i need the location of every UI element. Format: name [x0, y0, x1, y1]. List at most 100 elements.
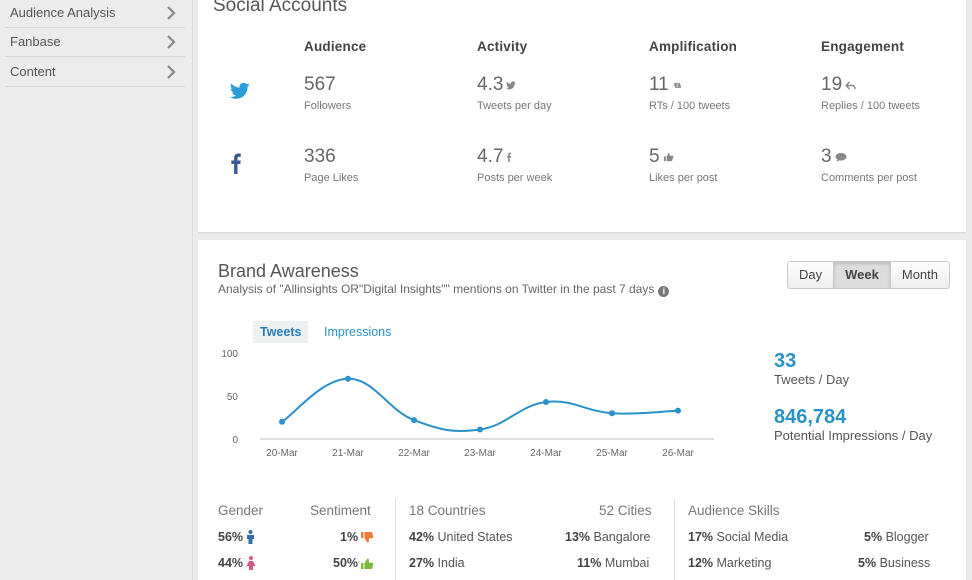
chevron-right-icon: [167, 65, 176, 79]
subtitle-text: Analysis of "Allinsights OR"Digital Insi…: [218, 282, 655, 296]
twitter-engagement-metric: 19: [821, 74, 856, 96]
x-tick-label: 24-Mar: [530, 448, 562, 459]
twitter-engagement-value: 19: [821, 74, 843, 95]
tab-impressions[interactable]: Impressions: [324, 325, 392, 339]
y-tick-label: 50: [227, 392, 239, 403]
range-week-button[interactable]: Week: [834, 262, 891, 288]
info-icon[interactable]: i: [658, 286, 670, 297]
data-point: [609, 410, 615, 417]
chevron-right-icon: [167, 35, 176, 49]
countries-heading: 18 Countries: [409, 503, 486, 518]
skill-row: 5% Blogger: [864, 530, 929, 544]
column-header-audience: Audience: [304, 39, 367, 54]
sidebar-item-label: Fanbase: [10, 34, 61, 49]
twitter-amplification-label: RTs / 100 tweets: [649, 100, 731, 112]
column-header-activity: Activity: [477, 39, 528, 54]
comment-icon: [835, 153, 847, 162]
skill-pct: 12%: [688, 556, 714, 570]
skill-row: 12% Marketing: [688, 556, 771, 570]
sidebar-item-label: Audience Analysis: [10, 5, 116, 20]
data-point: [279, 418, 285, 425]
sidebar-item-content[interactable]: Content: [5, 58, 185, 87]
sidebar-item-label: Content: [10, 64, 56, 79]
range-month-button[interactable]: Month: [901, 267, 938, 282]
city-row: 13% Bangalore: [565, 530, 651, 544]
panel-title: Social Accounts: [213, 0, 348, 16]
negative-pct: 1%: [340, 530, 359, 544]
facebook-icon: [231, 153, 241, 174]
series-line: [281, 377, 679, 432]
facebook-amplification-label: Likes per post: [649, 172, 718, 184]
tab-tweets[interactable]: Tweets: [253, 321, 309, 343]
tweets-per-day-label: Tweets / Day: [774, 372, 850, 387]
twitter-amplification-value: 11: [649, 74, 669, 95]
country-row: 42% United States: [409, 530, 513, 544]
thumbs-up-icon: [663, 152, 673, 162]
male-icon: [247, 530, 255, 544]
facebook-engagement-label: Comments per post: [821, 172, 917, 184]
column-header-amplification: Amplification: [649, 39, 738, 54]
skill-name: Social Media: [716, 530, 789, 544]
panel-subtitle: Analysis of "Allinsights OR"Digital Insi…: [218, 282, 670, 297]
skill-pct: 17%: [688, 530, 714, 544]
gender-female-row: 44%: [218, 556, 256, 570]
twitter-bird-mini-icon: [506, 81, 517, 90]
skill-name: Marketing: [716, 556, 772, 570]
x-tick-label: 20-Mar: [266, 448, 298, 459]
tweets-per-day-value: 33: [774, 350, 797, 372]
country-pct: 42%: [409, 530, 435, 544]
range-toggle: Day Week Month: [787, 261, 950, 289]
x-tick-label: 21-Mar: [332, 448, 364, 459]
sentiment-heading: Sentiment: [310, 503, 371, 518]
facebook-amplification-metric: 5: [649, 146, 674, 168]
twitter-icon: [230, 82, 250, 99]
sidebar: Audience Analysis Fanbase Content: [0, 0, 193, 580]
gender-male-row: 56%: [218, 530, 255, 544]
city-pct: 11%: [577, 556, 602, 570]
city-row: 11% Mumbai: [577, 556, 649, 570]
skill-pct: 5%: [864, 530, 883, 544]
facebook-mini-icon: [507, 152, 512, 162]
brand-awareness-panel: Brand Awareness Analysis of "Allinsights…: [198, 240, 966, 580]
city-pct: 13%: [565, 530, 591, 544]
skill-row: 5% Business: [858, 556, 930, 570]
skills-heading: Audience Skills: [688, 503, 780, 518]
social-accounts-panel: Social Accounts Audience Activity Amplif…: [198, 0, 966, 232]
twitter-engagement-label: Replies / 100 tweets: [821, 100, 921, 112]
skill-row: 17% Social Media: [688, 530, 788, 544]
panel-title: Brand Awareness: [218, 261, 359, 281]
sidebar-item-audience-analysis[interactable]: Audience Analysis: [5, 0, 185, 28]
retweet-icon: [673, 83, 681, 88]
x-tick-label: 23-Mar: [464, 448, 496, 459]
facebook-likes-value: 336: [304, 146, 336, 167]
data-point: [675, 407, 681, 414]
divider: [395, 498, 396, 580]
data-point: [477, 426, 483, 433]
country-row: 27% India: [409, 556, 465, 570]
impressions-value: 846,784: [774, 406, 847, 428]
column-header-engagement: Engagement: [821, 39, 905, 54]
skill-pct: 5%: [858, 556, 877, 570]
divider: [674, 498, 675, 580]
x-tick-label: 26-Mar: [662, 448, 694, 459]
country-pct: 27%: [409, 556, 435, 570]
male-pct: 56%: [218, 530, 244, 544]
facebook-engagement-metric: 3: [821, 146, 847, 168]
twitter-amplification-metric: 11: [649, 74, 683, 96]
city-name: Mumbai: [604, 556, 650, 570]
country-name: India: [437, 556, 465, 570]
twitter-activity-label: Tweets per day: [477, 100, 552, 112]
sidebar-item-fanbase[interactable]: Fanbase: [5, 28, 185, 57]
sentiment-positive-row: 50%: [333, 556, 374, 570]
y-tick-label: 100: [221, 349, 238, 360]
facebook-likes-label: Page Likes: [304, 172, 359, 184]
range-day-button[interactable]: Day: [788, 262, 835, 288]
twitter-activity-value: 4.3: [477, 74, 504, 95]
skill-name: Blogger: [885, 530, 929, 544]
impressions-label: Potential Impressions / Day: [774, 428, 933, 443]
facebook-engagement-value: 3: [821, 146, 832, 167]
twitter-activity-metric: 4.3: [477, 74, 517, 96]
data-point: [345, 375, 351, 382]
facebook-activity-label: Posts per week: [477, 172, 553, 184]
city-name: Bangalore: [593, 530, 651, 544]
